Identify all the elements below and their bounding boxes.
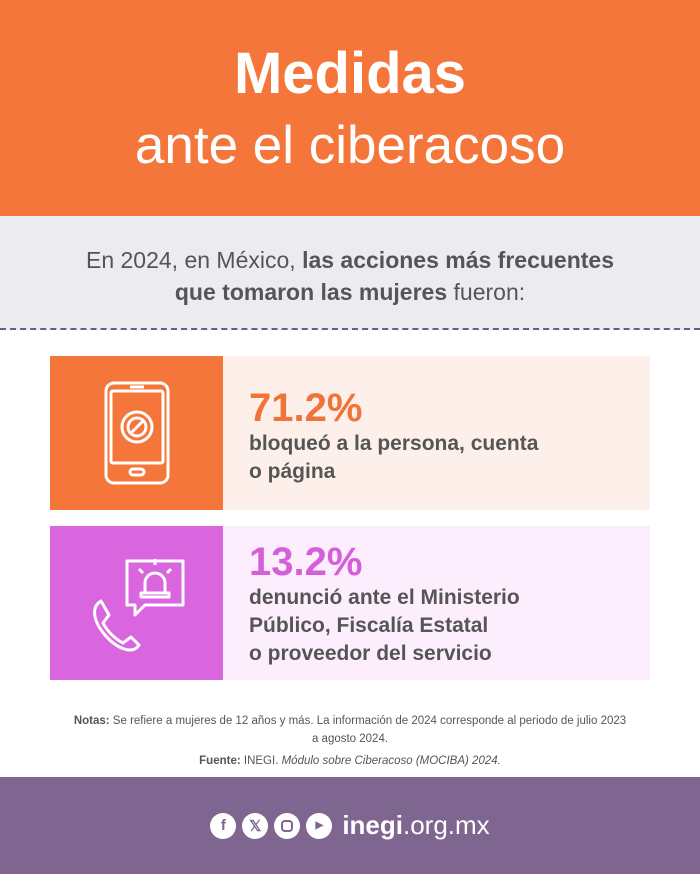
blocked-phone-icon — [50, 356, 223, 510]
title-line2: ante el ciberacoso — [134, 116, 566, 175]
stat-card-report: 13.2% denunció ante el Ministerio Públic… — [50, 526, 650, 680]
stat-card-blocked: 71.2% bloqueó a la persona, cuenta o pág… — [50, 356, 650, 510]
website-link[interactable]: inegi.org.mx — [342, 810, 490, 840]
stat-desc: Público, Fiscalía Estatal — [249, 614, 489, 637]
phone-alarm-icon — [50, 526, 223, 680]
source-label: Fuente: — [199, 755, 241, 767]
intro: En 2024, en México, las acciones más fre… — [0, 216, 700, 330]
footer: f 𝕏 ▶ inegi.org.mx — [0, 777, 700, 874]
intro-bold: que tomaron las mujeres — [174, 279, 448, 305]
header: Medidas ante el ciberacoso — [0, 0, 700, 216]
title-line1: Medidas — [233, 41, 467, 106]
stat-desc: bloqueó a la persona, cuenta — [249, 432, 539, 455]
x-icon[interactable]: 𝕏 — [242, 812, 269, 839]
stat-percent: 71.2% — [249, 386, 363, 430]
stat-desc: o proveedor del servicio — [249, 642, 492, 665]
notes-text: Se refiere a mujeres de 12 años y más. L… — [109, 715, 627, 745]
notes: Notas: Se refiere a mujeres de 12 años y… — [70, 712, 630, 770]
youtube-icon[interactable]: ▶ — [306, 812, 333, 839]
intro-bold: las acciones más frecuentes — [302, 247, 615, 273]
stat-percent: 13.2% — [249, 540, 363, 584]
notes-label: Notas: — [73, 715, 110, 727]
intro-text: En 2024, en México, — [85, 247, 303, 273]
instagram-icon[interactable] — [274, 812, 301, 839]
source-title: Módulo sobre Ciberacoso (MOCIBA) 2024. — [281, 755, 501, 767]
source-text: INEGI. — [240, 755, 282, 767]
stat-desc: o página — [249, 460, 336, 483]
facebook-icon[interactable]: f — [210, 812, 237, 839]
intro-text: fueron: — [447, 279, 526, 305]
stat-desc: denunció ante el Ministerio — [249, 586, 520, 609]
